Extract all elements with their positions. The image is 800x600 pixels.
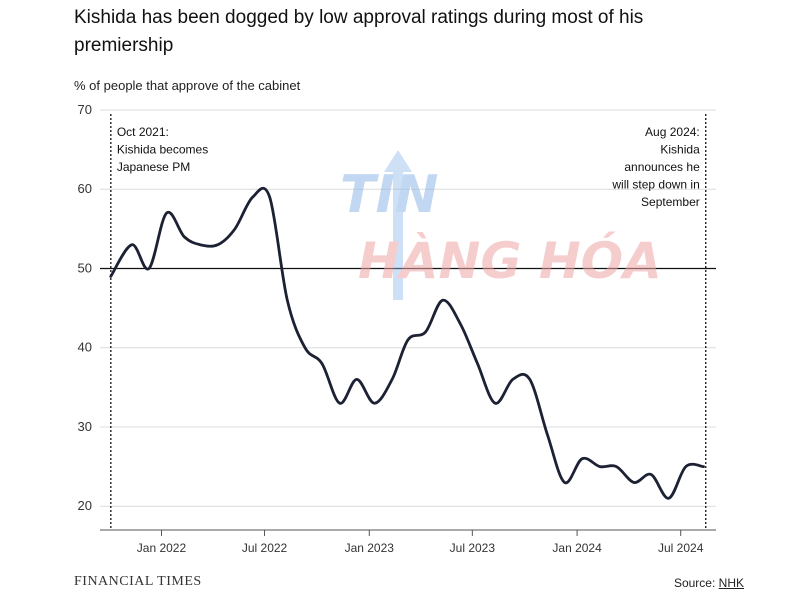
annotation-text-line: Oct 2021: (117, 125, 169, 139)
x-tick-label: Jan 2022 (137, 541, 187, 555)
annotation-text-line: announces he (624, 160, 700, 174)
chart-title: Kishida has been dogged by low approval … (74, 7, 644, 56)
x-tick-label: Jan 2023 (345, 541, 395, 555)
x-tick-label: Jul 2024 (658, 541, 704, 555)
series-line-approval (109, 186, 705, 500)
annotation-text-line: Aug 2024: (645, 125, 700, 139)
annotation-text-line: Japanese PM (117, 160, 190, 174)
annotation-text-line: Kishida (660, 143, 700, 157)
axis-layer: 20 30 40 50 60 70 Jan 2022 Jul 2022 Jan 2023 Jul … (78, 102, 716, 555)
x-tick-label: Jul 2022 (242, 541, 288, 555)
y-tick-label: 50 (78, 260, 92, 275)
source-label: Source: (673, 576, 719, 590)
annotation-layer: Oct 2021: Kishida becomes Japanese PM Aug 2… (110, 114, 707, 530)
y-tick-label: 60 (78, 181, 92, 196)
x-tick-label: Jul 2023 (450, 541, 496, 555)
chart-subtitle: % of people that approve of the cabinet (74, 78, 301, 93)
source-note: Source: NHK (674, 576, 744, 590)
x-tick-label: Jan 2024 (552, 541, 602, 555)
y-tick-label: 20 (78, 498, 92, 513)
y-tick-label: 70 (78, 102, 92, 117)
series-layer (109, 186, 705, 500)
annotation-text-line: Kishida becomes (117, 143, 208, 157)
annotation-text-line: September (641, 195, 700, 209)
grid-layer (100, 109, 716, 507)
source-link[interactable]: NHK (718, 576, 744, 590)
publisher-brand: FINANCIAL TIMES (74, 574, 202, 589)
y-tick-label: 40 (78, 340, 92, 355)
annotation-text-line: will step down in (611, 178, 699, 192)
y-tick-label: 30 (78, 419, 92, 434)
